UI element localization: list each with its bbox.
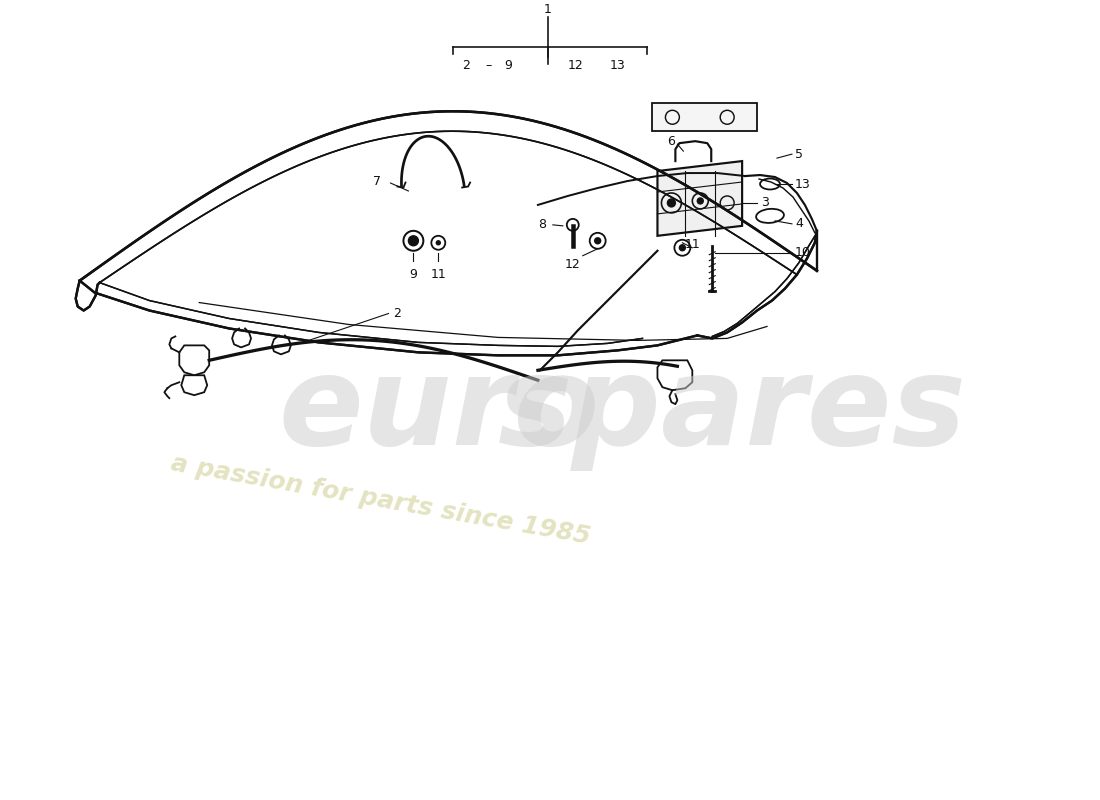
Bar	[652, 103, 757, 131]
Text: 3: 3	[761, 197, 769, 210]
Text: 2: 2	[394, 307, 402, 320]
Circle shape	[680, 245, 685, 250]
Circle shape	[668, 199, 675, 207]
Polygon shape	[658, 360, 692, 390]
Text: 10: 10	[795, 246, 811, 259]
Text: 9: 9	[504, 59, 512, 73]
Text: 2: 2	[462, 59, 470, 73]
Circle shape	[437, 241, 440, 245]
Circle shape	[595, 238, 601, 244]
Text: euro: euro	[279, 350, 601, 470]
Circle shape	[408, 236, 418, 246]
Text: 9: 9	[409, 268, 417, 281]
Text: 12: 12	[565, 258, 581, 270]
Polygon shape	[658, 161, 742, 236]
Text: 11: 11	[430, 268, 447, 281]
Circle shape	[697, 198, 703, 204]
Text: –: –	[485, 59, 492, 73]
Text: 13: 13	[609, 59, 626, 73]
Polygon shape	[179, 346, 209, 375]
Polygon shape	[182, 375, 207, 395]
Text: 1: 1	[543, 3, 552, 16]
Text: 7: 7	[373, 174, 381, 187]
Text: 6: 6	[668, 134, 675, 148]
Text: 12: 12	[568, 59, 584, 73]
Text: a passion for parts since 1985: a passion for parts since 1985	[169, 451, 593, 549]
Text: spares: spares	[498, 350, 967, 470]
Text: 4: 4	[795, 218, 803, 230]
Text: 13: 13	[795, 178, 811, 190]
Polygon shape	[79, 111, 817, 355]
Text: 8: 8	[538, 218, 546, 231]
Text: 11: 11	[684, 238, 701, 250]
Text: 5: 5	[795, 148, 803, 161]
